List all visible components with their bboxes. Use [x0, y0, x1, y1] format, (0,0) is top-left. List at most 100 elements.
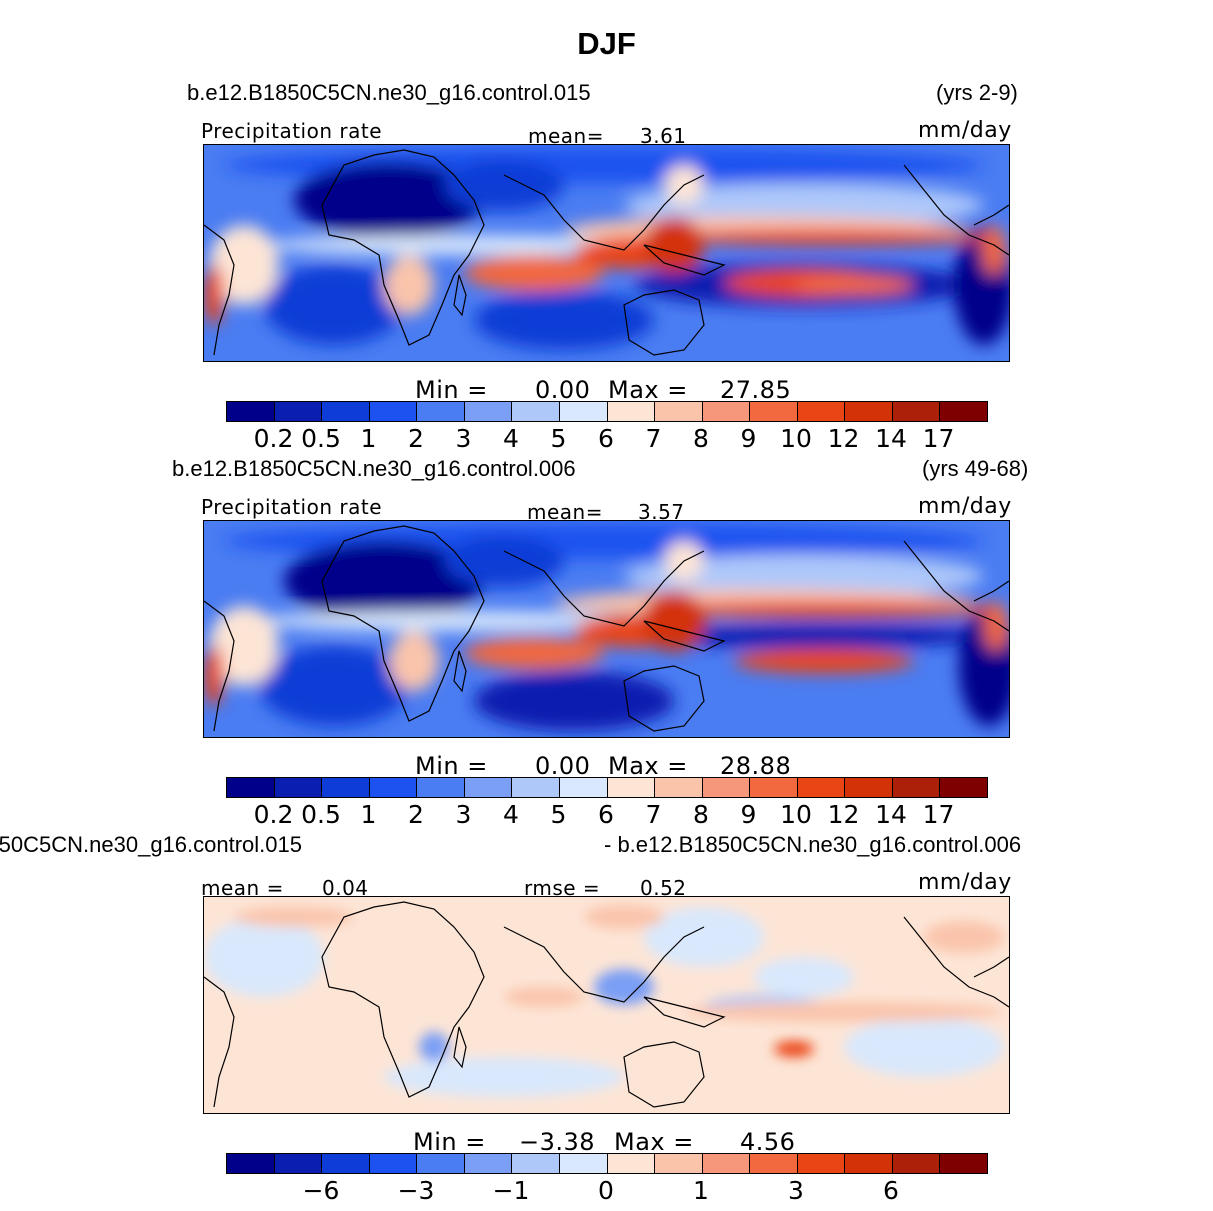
panel3-colorbar-segment: [417, 1154, 465, 1173]
panel2-colorbar-segment: [369, 778, 418, 797]
panel3-colorbar-segment: [512, 1154, 560, 1173]
panel1-max-value: 27.85: [720, 376, 792, 404]
panel2-colorbar-tick-label: 8: [693, 800, 709, 829]
panel3-colorbar-tick-label: 6: [883, 1176, 899, 1205]
panel2-colorbar-segment: [512, 778, 560, 797]
panel2-max-label: Max =: [608, 752, 688, 780]
panel3-colorbar-segment: [797, 1154, 846, 1173]
panel3-colorbar-segment: [892, 1154, 941, 1173]
panel2-colorbar-tick-label: 7: [645, 800, 662, 829]
panel2-max-value: 28.88: [720, 752, 792, 780]
panel1-colorbar-tick-label: 6: [598, 424, 614, 453]
panel1-colorbar-tick-label: 4: [503, 424, 519, 453]
panel1-max-label: Max =: [608, 376, 688, 404]
panel3-colorbar-segment: [940, 1154, 987, 1173]
panel2-colorbar-tick-label: 6: [598, 800, 614, 829]
panel2-colorbar-segment: [464, 778, 513, 797]
panel1-colorbar-segment: [512, 402, 560, 421]
panel1-colorbar-tick-label: 0.2: [253, 424, 294, 453]
panel2-colorbar-segment: [750, 778, 798, 797]
panel1-colorbar-tick-label: 7: [645, 424, 662, 453]
panel1-colorbar-segment: [369, 402, 418, 421]
panel1-colorbar-segment: [702, 402, 751, 421]
panel3-colorbar-tick-label: 3: [788, 1176, 804, 1205]
panel3-min-value: −3.38: [519, 1128, 596, 1156]
panel1-colorbar-tick-label: 3: [455, 424, 472, 453]
panel1-colorbar-tick-label: 10: [780, 424, 812, 453]
panel3-colorbar-segment: [845, 1154, 893, 1173]
panel3-map-svg: [204, 897, 1009, 1113]
panel3-case-left-clip: b.e12.B1850C5CN.ne30_g16.control.015: [0, 830, 320, 860]
panel1-coastlines: [204, 149, 1009, 356]
panel3-case-left: b.e12.B1850C5CN.ne30_g16.control.015: [0, 832, 302, 857]
panel1-colorbar: [226, 401, 988, 422]
panel2-colorbar-tick-label: 17: [922, 800, 955, 829]
panel3-colorbar-segment: [750, 1154, 798, 1173]
panel2-colorbar-tick-label: 4: [503, 800, 519, 829]
panel1-colorbar-tick-label: 0.5: [301, 424, 341, 453]
panel3-colorbar-segment: [702, 1154, 751, 1173]
panel3-case-right: - b.e12.B1850C5CN.ne30_g16.control.006: [604, 832, 1022, 857]
panel3-colorbar-tick-label: −3: [397, 1176, 435, 1205]
panel3-colorbar-tick-label: −6: [302, 1176, 340, 1205]
panel2-colorbar-segment: [322, 778, 370, 797]
panel1-colorbar-tick-label: 9: [740, 424, 757, 453]
panel1-colorbar-segment: [227, 402, 275, 421]
panel3-max-label: Max =: [614, 1128, 694, 1156]
panel1-colorbar-segment: [845, 402, 893, 421]
panel2-colorbar: [226, 777, 988, 798]
panel1-colorbar-tick-label: 8: [693, 424, 709, 453]
panel1-min-label: Min =: [415, 376, 488, 404]
panel2-precip-map: [203, 520, 1010, 738]
panel1-colorbar-segment: [940, 402, 987, 421]
panel3-coastlines: [204, 901, 1009, 1108]
panel1-units: mm/day: [918, 118, 1012, 143]
panel1-precip-map: [203, 144, 1010, 362]
panel1-colorbar-segment: [464, 402, 513, 421]
panel1-colorbar-segment: [892, 402, 941, 421]
panel2-colorbar-tick-label: 1: [360, 800, 377, 829]
panel1-colorbar-segment: [655, 402, 703, 421]
panel2-colorbar-segment: [417, 778, 465, 797]
panel3-colorbar-segment: [607, 1154, 656, 1173]
panel2-case-name: b.e12.B1850C5CN.ne30_g16.control.006: [172, 456, 576, 481]
panel3-colorbar-segment: [227, 1154, 275, 1173]
panel3-diff-map: [203, 896, 1010, 1114]
panel3-colorbar-tick-label: 1: [693, 1176, 709, 1205]
panel3-colorbar-segment: [559, 1154, 608, 1173]
panel1-colorbar-tick-label: 12: [827, 424, 860, 453]
panel1-colorbar-tick-label: 14: [875, 424, 907, 453]
panel2-min-label: Min =: [415, 752, 488, 780]
panel2-colorbar-segment: [274, 778, 323, 797]
panel2-coastlines: [204, 525, 1009, 732]
panel3-max-value: 4.56: [740, 1128, 796, 1156]
panel2-colorbar-segment: [892, 778, 941, 797]
panel2-colorbar-segment: [559, 778, 608, 797]
panel2-map-svg: [204, 521, 1009, 737]
panel3-colorbar-segment: [655, 1154, 703, 1173]
panel1-years: (yrs 2-9): [936, 80, 1018, 105]
panel2-colorbar-tick-label: 10: [780, 800, 812, 829]
panel2-colorbar-tick-label: 3: [455, 800, 472, 829]
panel3-colorbar-tick-label: 0: [598, 1176, 614, 1205]
panel1-colorbar-segment: [797, 402, 846, 421]
panel2-colorbar-tick-label: 5: [550, 800, 567, 829]
panel1-colorbar-segment: [417, 402, 465, 421]
panel2-colorbar-segment: [702, 778, 751, 797]
panel3-colorbar-segment: [322, 1154, 370, 1173]
panel1-map-svg: [204, 145, 1009, 361]
panel1-colorbar-tick-label: 5: [550, 424, 567, 453]
panel2-colorbar-tick-label: 0.2: [253, 800, 294, 829]
panel3-colorbar-tick-label: −1: [492, 1176, 530, 1205]
panel2-colorbar-segment: [227, 778, 275, 797]
panel2-variable-label: Precipitation rate: [201, 495, 382, 519]
panel3-colorbar-segment: [274, 1154, 323, 1173]
panel2-colorbar-tick-label: 14: [875, 800, 907, 829]
panel1-colorbar-segment: [607, 402, 656, 421]
panel2-units: mm/day: [918, 494, 1012, 519]
panel3-units: mm/day: [918, 870, 1012, 895]
panel1-min-value: 0.00: [535, 376, 591, 404]
panel1-colorbar-segment: [274, 402, 323, 421]
panel3-colorbar: [226, 1153, 988, 1174]
panel1-colorbar-tick-label: 17: [922, 424, 955, 453]
